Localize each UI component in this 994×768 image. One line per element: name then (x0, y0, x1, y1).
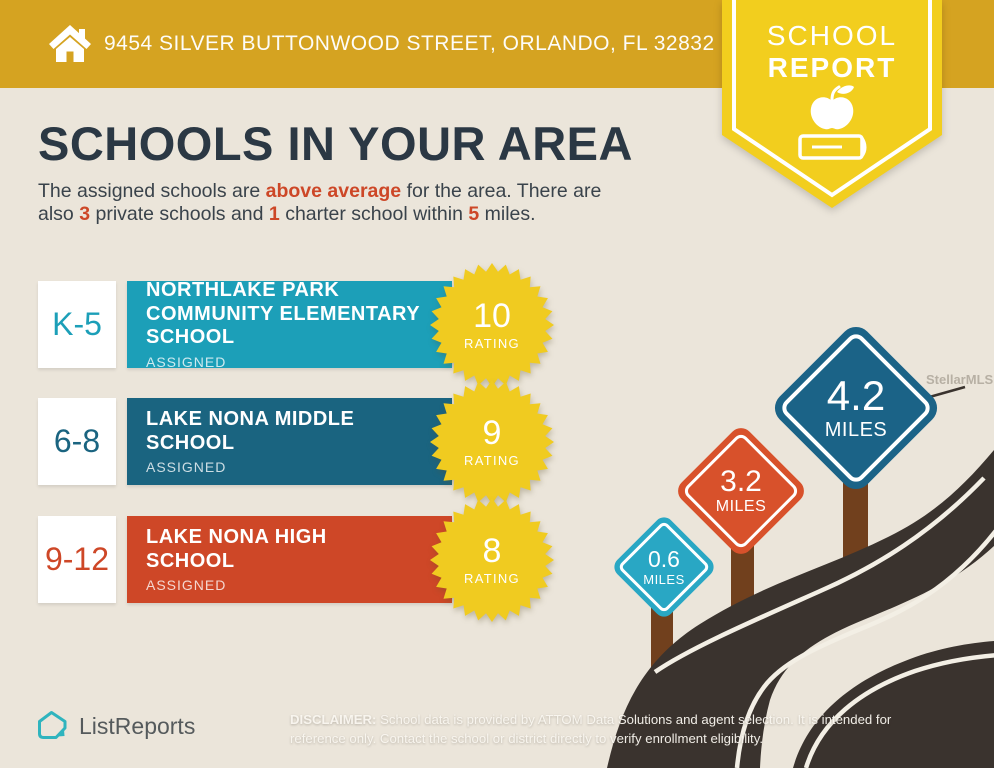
distance-value: 3.2 (720, 465, 762, 499)
school-bar: LAKE NONA MIDDLE SCHOOL ASSIGNED (127, 398, 452, 485)
property-address: 9454 SILVER BUTTONWOOD STREET, ORLANDO, … (104, 32, 715, 55)
accent-miles: 5 (468, 203, 480, 225)
starburst-icon (430, 380, 554, 504)
school-name: LAKE NONA HIGH SCHOOL (146, 525, 327, 572)
school-row-high: 9-12 LAKE NONA HIGH SCHOOL ASSIGNED 8 RAT… (38, 498, 554, 622)
listreports-logo: ListReports (34, 708, 195, 744)
school-name: NORTHLAKE PARK COMMUNITY ELEMENTARY SCHO… (146, 279, 420, 349)
school-bar: NORTHLAKE PARK COMMUNITY ELEMENTARY SCHO… (127, 279, 452, 370)
distance-sign-4-2-miles: 4.2 MILES (768, 320, 944, 496)
rating-badge: 10 RATING (430, 263, 554, 387)
rating-label: RATING (464, 453, 520, 468)
school-bar: LAKE NONA HIGH SCHOOL ASSIGNED (127, 516, 452, 603)
distance-unit: MILES (715, 497, 767, 515)
distance-value: 0.6 (648, 546, 680, 573)
school-status: ASSIGNED (146, 459, 227, 476)
school-status: ASSIGNED (146, 577, 227, 594)
distance-unit: MILES (824, 418, 888, 441)
rating-value: 8 (482, 532, 502, 570)
rating-label: RATING (464, 336, 520, 351)
grade-range: K-5 (38, 281, 116, 368)
watermark: StellarMLS (926, 372, 994, 387)
road-corner (793, 641, 994, 768)
starburst-icon (430, 263, 554, 387)
distance-sign-0-6-miles: 0.6 MILES (610, 513, 718, 621)
distance-sign-3-2-miles: 3.2 MILES (673, 423, 809, 559)
distance-value: 4.2 (826, 372, 886, 420)
grade-range: 9-12 (38, 516, 116, 603)
page-title: SCHOOLS IN YOUR AREA (38, 117, 633, 170)
school-report-badge: SCHOOL REPORT (722, 0, 942, 215)
rating-badge: 9 RATING (430, 380, 554, 504)
house-page-icon (38, 711, 67, 739)
accent-charter-count: 1 (268, 203, 280, 225)
school-status: ASSIGNED (146, 353, 227, 370)
rating-value: 10 (473, 297, 511, 335)
accent-private-count: 3 (79, 203, 91, 225)
badge-title-line2: REPORT (767, 52, 897, 83)
badge-inner-border (732, 0, 932, 198)
rating-value: 9 (482, 414, 502, 452)
badge-title-line1: SCHOOL (766, 20, 898, 51)
distance-unit: MILES (643, 571, 685, 587)
rating-badge: 8 RATING (430, 498, 554, 622)
apple-book-icon (798, 85, 867, 160)
starburst-icon (430, 498, 554, 622)
rating-label: RATING (464, 571, 520, 586)
school-row-elementary: K-5 NORTHLAKE PARK COMMUNITY ELEMENTARY … (38, 263, 554, 387)
disclaimer: DISCLAIMER: School data is provided by A… (290, 712, 892, 746)
disclaimer-label: DISCLAIMER: (290, 712, 377, 727)
grade-range: 6-8 (38, 398, 116, 485)
accent-above-average: above average (265, 180, 402, 202)
school-name: LAKE NONA MIDDLE SCHOOL (146, 407, 355, 454)
page-subtitle: The assigned schools are above average f… (38, 180, 602, 225)
brand-name: ListReports (79, 712, 196, 739)
home-icon (49, 25, 91, 62)
school-row-middle: 6-8 LAKE NONA MIDDLE SCHOOL ASSIGNED 9 RA… (38, 380, 554, 504)
